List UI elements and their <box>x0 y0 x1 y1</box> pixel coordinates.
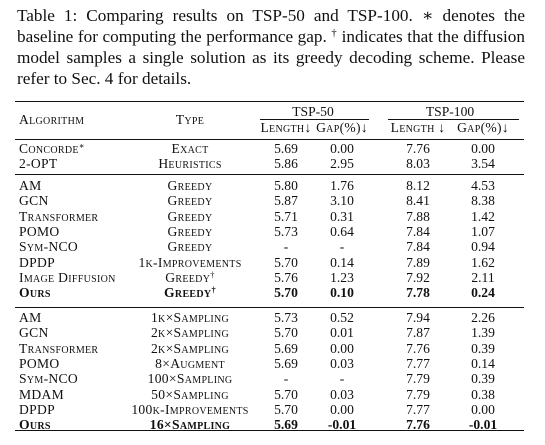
algorithm-cell: Transformer <box>19 208 99 224</box>
header-rule <box>15 139 524 140</box>
algorithm-cell: Ours <box>19 417 51 433</box>
cmidrule-tsp100 <box>388 119 519 120</box>
algorithm-cell: AM <box>19 310 42 325</box>
table-row: Concorde∗ Exact 5.69 0.00 7.76 0.00 <box>19 140 495 156</box>
algorithm-cell: GCN <box>19 193 49 209</box>
table-row: Sym-NCO Greedy - -7.84 0.94 <box>19 239 495 255</box>
table-row: Image Diffusion Greedy† 5.76 1.23 7.92 2.11 <box>19 269 495 285</box>
caption-part-1: Table 1: Comparing results on TSP-50 and… <box>17 6 422 25</box>
algorithm-cell: Image Diffusion <box>19 269 116 285</box>
table-row: Transformer Greedy 5.71 0.31 7.88 1.42 <box>19 208 495 224</box>
caption-part-2: denotes the baseline for computing the p… <box>17 6 525 46</box>
algorithm-cell: AM <box>19 178 42 193</box>
table-row: GCN Greedy 5.87 3.10 8.41 8.38 <box>19 193 495 209</box>
algorithm-cell: DPDP <box>19 254 55 270</box>
caption-part-3: indicates that the diffusion model sampl… <box>17 27 525 88</box>
algorithm-cell: DPDP <box>19 401 55 417</box>
algorithm-cell: MDAM <box>19 386 65 402</box>
table-caption: Table 1: Comparing results on TSP-50 and… <box>17 5 525 89</box>
footnote-mark: † <box>211 284 216 295</box>
table-row: GCN 2k×Sampling 5.70 0.01 7.87 1.39 <box>19 325 495 341</box>
table-row: Transformer 2k×Sampling 5.69 0.00 7.76 0.39 <box>19 340 495 356</box>
group-rule-2 <box>15 307 524 308</box>
footnote-mark: † <box>210 269 215 280</box>
algorithm-cell: POMO <box>19 223 60 239</box>
table-row: POMO Greedy 5.73 0.64 7.84 1.07 <box>19 223 495 239</box>
table-row: DPDP 100k-Improvements 5.70 0.00 7.77 0.00 <box>19 401 495 417</box>
top-rule <box>15 101 524 103</box>
dagger-symbol: † <box>331 28 338 40</box>
header-algorithm: Algorithm <box>19 112 85 127</box>
algorithm-cell: POMO <box>19 355 60 371</box>
table-row: AM 1k×Sampling 5.73 0.52 7.94 2.26 <box>19 310 495 325</box>
algorithm-cell: Concorde∗ <box>19 140 85 156</box>
algorithm-cell: Sym-NCO <box>19 239 79 255</box>
asterisk-symbol: ∗ <box>421 6 434 25</box>
table-row: MDAM 50×Sampling 5.70 0.03 7.79 0.38 <box>19 386 495 402</box>
table-row: Ours 16×Sampling 5.69 -0.01 7.76 -0.01 <box>19 417 498 433</box>
table-row: POMO 8×Augment 5.69 0.03 7.77 0.14 <box>19 355 495 371</box>
table-row: Ours Greedy† 5.70 0.10 7.78 0.24 <box>19 284 495 301</box>
algorithm-cell: Ours <box>19 285 51 301</box>
algorithm-cell: GCN <box>19 325 49 341</box>
table-row: AM Greedy 5.80 1.76 8.12 4.53 <box>19 178 495 193</box>
bottom-rule <box>15 430 524 432</box>
algorithm-cell: Sym-NCO <box>19 371 79 387</box>
table-row: Sym-NCO 100×Sampling - -7.79 0.39 <box>19 371 495 387</box>
table-row: DPDP 1k-Improvements 5.70 0.14 7.89 1.62 <box>19 254 495 270</box>
footnote-mark: ∗ <box>78 140 85 151</box>
table-row: 2-OPT Heuristics 5.86 2.95 8.03 3.54 <box>19 156 495 172</box>
cmidrule-tsp50 <box>260 119 369 120</box>
algorithm-cell: Transformer <box>19 340 99 356</box>
algorithm-cell: 2-OPT <box>19 156 58 172</box>
group-rule-1 <box>15 174 524 175</box>
